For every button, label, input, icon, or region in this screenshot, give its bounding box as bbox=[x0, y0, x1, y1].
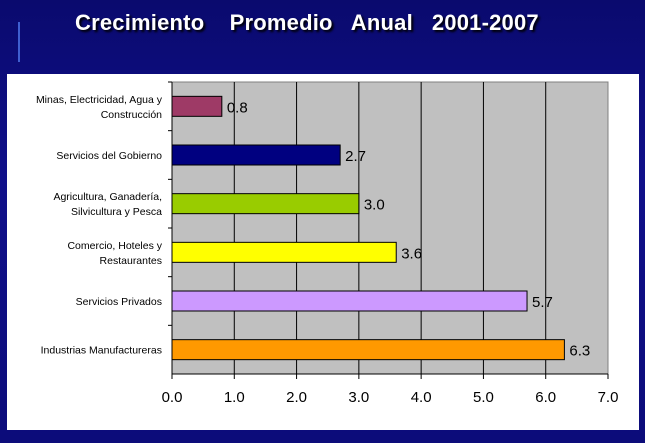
chart-panel: 0.8 2.7 3.0 3.6 5.7 6.3 Minas, Electricidad, … bbox=[7, 74, 639, 430]
x-tick-label: 1.0 bbox=[224, 389, 245, 406]
x-tick-label: 2.0 bbox=[286, 389, 307, 406]
bar-value-label: 2.7 bbox=[345, 148, 366, 165]
category-label: Minas, Electricidad, Agua y bbox=[36, 94, 163, 106]
bar-value-label: 3.6 bbox=[401, 245, 422, 262]
category-label: Servicios Privados bbox=[76, 296, 162, 308]
bar bbox=[171, 193, 360, 215]
gridlines bbox=[233, 82, 547, 374]
x-axis: 0.0 1.0 2.0 3.0 4.0 5.0 6.0 7.0 bbox=[162, 81, 619, 406]
x-tick-label: 0.0 bbox=[162, 389, 183, 406]
category-label: Comercio, Hoteles y bbox=[67, 240, 162, 252]
category-label: Servicios del Gobierno bbox=[56, 150, 162, 162]
plot-area bbox=[171, 81, 609, 375]
category-labels: Minas, Electricidad, Agua y Construcción S… bbox=[36, 94, 163, 357]
x-tick-label: 5.0 bbox=[473, 389, 494, 406]
category-label: Industrias Manufactureras bbox=[41, 345, 162, 357]
bar bbox=[171, 95, 223, 117]
x-tick-label: 6.0 bbox=[535, 389, 556, 406]
title-accent-line bbox=[18, 22, 20, 62]
value-labels: 0.8 2.7 3.0 3.6 5.7 6.3 bbox=[227, 99, 590, 359]
x-tick-label: 7.0 bbox=[598, 389, 619, 406]
bars bbox=[171, 95, 565, 361]
category-label: Silvicultura y Pesca bbox=[71, 206, 162, 218]
bar-value-label: 6.3 bbox=[569, 343, 590, 360]
x-tick-label: 4.0 bbox=[411, 389, 432, 406]
category-label: Construcción bbox=[101, 109, 162, 121]
bar bbox=[171, 241, 397, 263]
bar bbox=[171, 144, 341, 166]
category-label: Restaurantes bbox=[100, 255, 162, 267]
slide-title: Crecimiento Promedio Anual 2001-2007 bbox=[75, 10, 539, 35]
bar-chart: 0.8 2.7 3.0 3.6 5.7 6.3 Minas, Electricidad, … bbox=[36, 81, 619, 406]
bar-value-label: 0.8 bbox=[227, 99, 248, 116]
bar bbox=[171, 290, 528, 312]
category-label: Agricultura, Ganadería, bbox=[53, 191, 162, 203]
bar-value-label: 3.0 bbox=[364, 197, 385, 214]
x-tick-label: 3.0 bbox=[348, 389, 369, 406]
bar bbox=[171, 339, 565, 361]
bar-value-label: 5.7 bbox=[532, 294, 553, 311]
